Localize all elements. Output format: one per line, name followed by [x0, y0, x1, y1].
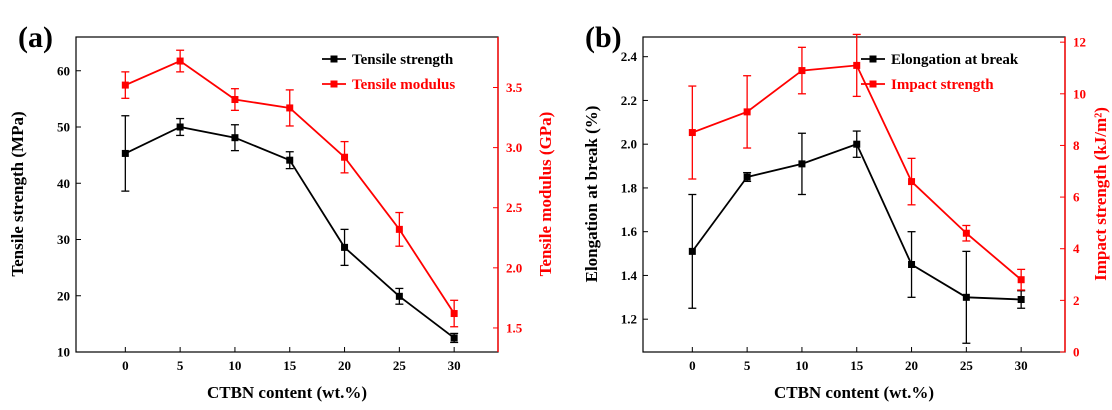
data-point [231, 134, 239, 142]
x-tick-label: 5 [177, 358, 184, 373]
y-tick-label: 30 [57, 232, 70, 247]
data-point [962, 293, 970, 301]
y-tick-label: 40 [57, 176, 70, 191]
panel-a-legend-tensile-modulus: Tensile modulus [352, 77, 455, 93]
y2-tick-label: 8 [1073, 138, 1080, 153]
data-point [286, 104, 294, 112]
y2-tick-label: 3.5 [506, 80, 523, 95]
data-point [341, 243, 349, 251]
y-tick-label: 60 [57, 63, 70, 78]
panel-b-legend: Elongation at break Impact strength [861, 52, 1019, 93]
data-point [853, 61, 861, 69]
data-point [395, 292, 403, 300]
y-tick-label: 2.4 [621, 49, 638, 64]
y2-tick-label: 2.0 [506, 260, 522, 275]
data-point [743, 173, 751, 181]
series-line-0 [691, 143, 1022, 301]
x-tick-label: 25 [960, 358, 974, 373]
panel-a-x-ticks: 0 5 10 15 20 25 30 [122, 347, 461, 373]
panel-a-y-axis-title: Tensile strength (MPa) [8, 111, 27, 276]
data-point [688, 247, 696, 255]
panel-a: (a) 0 5 10 15 20 25 30 10 20 30 40 50 60 1.5 2.0 2.5 3… [8, 21, 555, 402]
x-tick-label: 20 [905, 358, 918, 373]
data-point [341, 153, 349, 161]
y2-tick-label: 10 [1073, 86, 1086, 101]
y-tick-label: 10 [57, 345, 70, 360]
panel-b: (b) 0 5 10 15 20 25 30 1.21.41.61.82.02.22.4 0… [582, 21, 1110, 402]
x-tick-label: 5 [744, 358, 751, 373]
data-point [450, 310, 458, 318]
y2-tick-label: 2 [1073, 293, 1080, 308]
panel-b-x-axis-title: CTBN content (wt.%) [774, 383, 934, 402]
y2-tick-label: 1.5 [506, 320, 523, 335]
data-point [688, 129, 696, 137]
y-tick-label: 50 [57, 120, 70, 135]
panel-a-x-axis-title: CTBN content (wt.%) [207, 383, 367, 402]
data-point [908, 261, 916, 268]
data-point [231, 96, 239, 104]
panel-b-legend-impact-strength: Impact strength [891, 77, 994, 93]
panel-b-y-axis-title: Elongation at break (%) [582, 106, 601, 283]
data-point [121, 149, 129, 157]
data-point [962, 229, 970, 237]
y2-tick-label: 6 [1073, 190, 1080, 205]
panel-b-y2-ticks: 0 2 4 6 8 10 12 [1060, 35, 1086, 360]
data-point [1017, 296, 1025, 303]
x-tick-label: 25 [393, 358, 407, 373]
y-tick-label: 1.6 [621, 224, 638, 239]
y2-tick-label: 4 [1073, 241, 1080, 256]
panel-a-legend-tensile-strength: Tensile strength [352, 52, 454, 68]
y2-tick-label: 0 [1073, 345, 1080, 360]
y-tick-label: 1.8 [621, 180, 638, 195]
x-tick-label: 0 [122, 358, 129, 373]
data-point [798, 67, 806, 75]
panel-b-frame [642, 36, 1066, 353]
y-tick-label: 1.4 [621, 268, 638, 283]
y-tick-label: 2.2 [621, 93, 637, 108]
x-tick-label: 20 [338, 358, 351, 373]
y-tick-label: 1.2 [621, 312, 637, 327]
x-tick-label: 0 [689, 358, 696, 373]
data-point [908, 178, 916, 186]
x-tick-label: 15 [850, 358, 864, 373]
y-tick-label: 20 [57, 288, 70, 303]
panel-a-y-ticks: 10 20 30 40 50 60 [57, 63, 81, 360]
data-point [1017, 276, 1025, 284]
series-line-1 [692, 64, 1022, 281]
panel-a-label: (a) [18, 21, 53, 54]
x-tick-label: 30 [1015, 358, 1028, 373]
panel-b-label: (b) [585, 21, 622, 54]
x-tick-label: 30 [448, 358, 461, 373]
y2-tick-label: 12 [1073, 35, 1086, 50]
y2-tick-label: 3.0 [506, 140, 522, 155]
data-point [743, 108, 751, 116]
panel-a-legend: Tensile strength Tensile modulus [322, 52, 455, 93]
panel-b-y2-axis-title: Impact strength (kJ/m²) [1091, 107, 1110, 281]
panel-b-legend-elongation: Elongation at break [891, 52, 1019, 68]
x-tick-label: 10 [228, 358, 241, 373]
x-tick-label: 10 [795, 358, 808, 373]
x-tick-label: 15 [283, 358, 297, 373]
panel-a-y2-axis-title: Tensile modulus (GPa) [536, 112, 555, 277]
data-point [450, 334, 458, 342]
panel-b-y-ticks: 1.2 1.4 1.6 1.8 2.0 2.2 2.4 [621, 49, 648, 327]
panel-a-marks [121, 49, 459, 344]
panel-b-x-ticks: 0 5 10 15 20 25 30 [689, 347, 1028, 373]
data-point [286, 156, 294, 164]
y-tick-label: 2.0 [621, 137, 637, 152]
data-point [121, 81, 129, 89]
panel-b-marks [688, 33, 1026, 344]
data-point [798, 160, 806, 168]
data-point [853, 140, 861, 148]
data-point [176, 123, 184, 131]
data-point [176, 57, 184, 65]
y2-tick-label: 2.5 [506, 200, 523, 215]
panel-a-y2-ticks: 1.5 2.0 2.5 3.0 3.5 [493, 37, 523, 352]
data-point [395, 225, 403, 233]
